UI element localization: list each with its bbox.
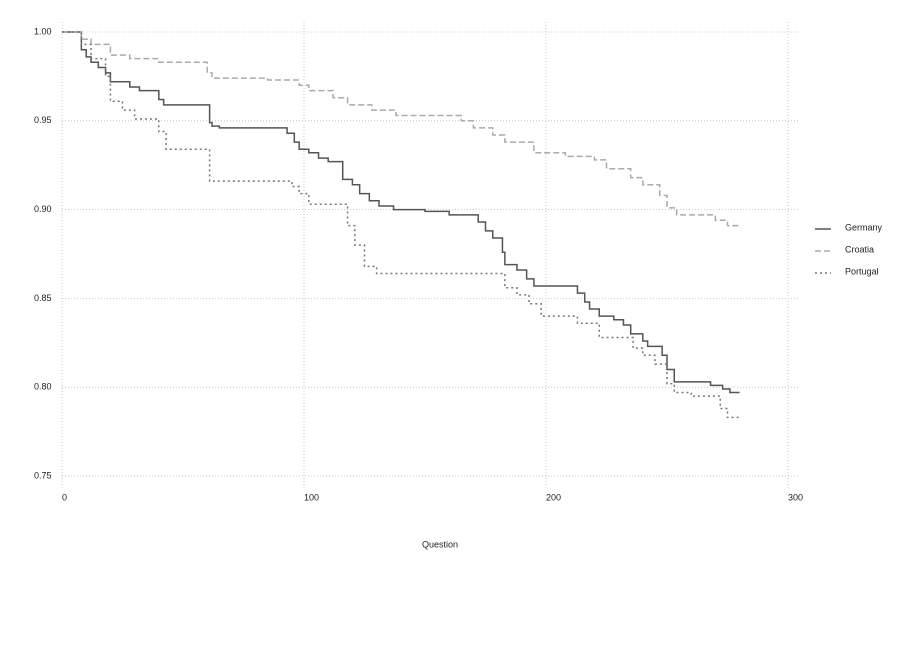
- x-tick-label: 200: [546, 492, 561, 502]
- x-tick-label: 300: [788, 492, 803, 502]
- legend-label: Portugal: [845, 266, 879, 276]
- x-axis-label: Question: [422, 539, 458, 549]
- y-tick-label: 0.95: [34, 115, 52, 125]
- y-tick-label: 1.00: [34, 26, 52, 36]
- legend-label: Croatia: [845, 244, 874, 254]
- y-tick-label: 0.75: [34, 470, 52, 480]
- y-tick-label: 0.85: [34, 293, 52, 303]
- y-tick-label: 0.90: [34, 204, 52, 214]
- series-line: [62, 31, 740, 419]
- y-tick-label: 0.80: [34, 382, 52, 392]
- series-line: [62, 31, 740, 227]
- series-line: [62, 31, 740, 394]
- x-tick-label: 100: [304, 492, 319, 502]
- legend-label: Germany: [845, 222, 883, 232]
- x-tick-label: 0: [62, 492, 67, 502]
